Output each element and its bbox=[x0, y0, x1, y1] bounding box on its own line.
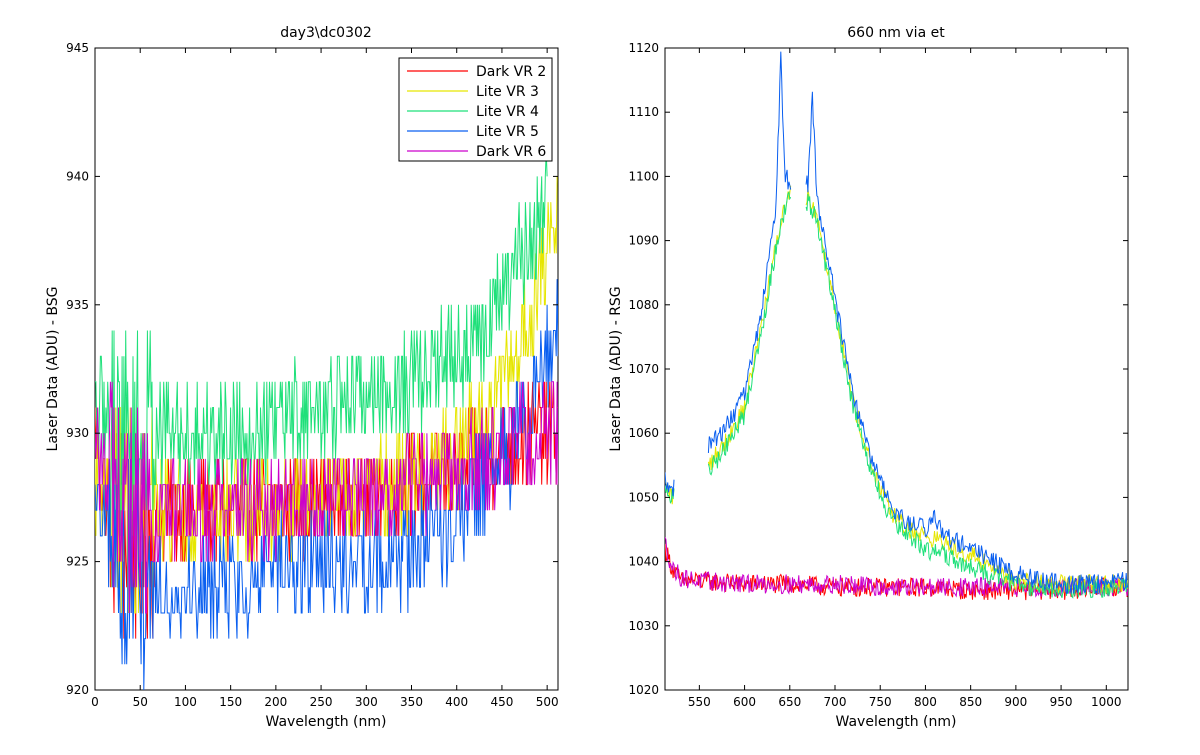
left-axis-ticks: 0 50 100 150 200 250 300 350 400 450 500 920 925 930 9… bbox=[66, 41, 559, 709]
right-series-line-3 bbox=[805, 188, 1128, 594]
right-y-tick-label: 1040 bbox=[628, 555, 659, 569]
left-x-tick-label: 300 bbox=[355, 695, 378, 709]
right-y-tick-label: 1100 bbox=[628, 169, 659, 183]
left-x-tick-label: 250 bbox=[310, 695, 333, 709]
legend-label-3: Lite VR 4 bbox=[476, 104, 539, 120]
right-y-tick-label: 1050 bbox=[628, 490, 659, 504]
right-y-tick-label: 1030 bbox=[628, 619, 659, 633]
left-x-tick-label: 0 bbox=[91, 695, 99, 709]
left-y-tick-label: 930 bbox=[66, 426, 89, 440]
left-x-tick-label: 150 bbox=[219, 695, 242, 709]
legend-label-2: Lite VR 3 bbox=[476, 84, 539, 100]
left-series-line-3 bbox=[95, 150, 548, 536]
right-series-line-5 bbox=[707, 51, 792, 454]
right-x-tick-label: 1000 bbox=[1091, 695, 1122, 709]
right-x-tick-label: 700 bbox=[824, 695, 847, 709]
left-x-tick-label: 200 bbox=[264, 695, 287, 709]
legend-label-1: Dark VR 2 bbox=[476, 64, 546, 80]
right-x-tick-label: 650 bbox=[778, 695, 801, 709]
legend-label-5: Dark VR 6 bbox=[476, 144, 546, 160]
left-y-tick-label: 920 bbox=[66, 683, 89, 697]
right-chart-title: 660 nm via et bbox=[847, 25, 945, 41]
left-y-tick-label: 945 bbox=[66, 41, 89, 55]
left-x-tick-label: 350 bbox=[400, 695, 423, 709]
right-y-tick-label: 1120 bbox=[628, 41, 659, 55]
right-series-line-4 bbox=[707, 190, 792, 476]
left-y-axis-label: Laser Data (ADU) - BSG bbox=[45, 287, 61, 452]
left-x-tick-label: 400 bbox=[445, 695, 468, 709]
right-x-tick-label: 800 bbox=[914, 695, 937, 709]
right-x-tick-label: 950 bbox=[1050, 695, 1073, 709]
right-axis-ticks: 550 600 650 700 750 800 850 900 950 1000 1020 1030 1… bbox=[628, 41, 1128, 709]
legend: Dark VR 2 Lite VR 3 Lite VR 4 Lite VR 5 Dark… bbox=[398, 57, 553, 162]
left-y-tick-label: 935 bbox=[66, 298, 89, 312]
left-chart-panel: 0 50 100 150 200 250 300 350 400 450 500 920 925 930 9… bbox=[45, 25, 559, 730]
right-series-line-5 bbox=[805, 91, 1128, 596]
left-x-tick-label: 450 bbox=[490, 695, 513, 709]
left-y-tick-label: 940 bbox=[66, 169, 89, 183]
left-x-tick-label: 100 bbox=[174, 695, 197, 709]
legend-box bbox=[398, 57, 553, 162]
left-series-line-4 bbox=[95, 279, 558, 690]
right-y-tick-label: 1090 bbox=[628, 234, 659, 248]
left-chart-lines bbox=[95, 150, 558, 690]
right-chart-panel: 550 600 650 700 750 800 850 900 950 1000 1020 1030 1… bbox=[608, 25, 1129, 730]
right-y-tick-label: 1080 bbox=[628, 298, 659, 312]
right-y-tick-label: 1110 bbox=[628, 105, 659, 119]
left-x-tick-label: 50 bbox=[133, 695, 148, 709]
right-y-tick-label: 1020 bbox=[628, 683, 659, 697]
legend-label-4: Lite VR 5 bbox=[476, 124, 539, 140]
left-series-line-2 bbox=[95, 175, 558, 614]
right-chart-lines bbox=[665, 51, 1128, 601]
right-series-line-2 bbox=[665, 537, 1128, 598]
left-x-tick-label: 500 bbox=[536, 695, 559, 709]
right-y-tick-label: 1060 bbox=[628, 426, 659, 440]
right-series-line-5 bbox=[665, 472, 675, 497]
right-x-tick-label: 850 bbox=[959, 695, 982, 709]
left-chart-title: day3\dc0302 bbox=[280, 25, 372, 41]
right-y-tick-label: 1070 bbox=[628, 362, 659, 376]
left-y-tick-label: 925 bbox=[66, 555, 89, 569]
right-x-tick-label: 900 bbox=[1004, 695, 1027, 709]
left-x-axis-label: Wavelength (nm) bbox=[266, 714, 387, 730]
right-x-tick-label: 550 bbox=[688, 695, 711, 709]
right-x-tick-label: 750 bbox=[869, 695, 892, 709]
right-x-tick-label: 600 bbox=[733, 695, 756, 709]
right-y-axis-label: Laser Data (ADU) - RSG bbox=[608, 286, 624, 451]
left-series-line-5 bbox=[95, 381, 558, 614]
right-series-line-1 bbox=[665, 543, 1128, 601]
right-x-axis-label: Wavelength (nm) bbox=[836, 714, 957, 730]
